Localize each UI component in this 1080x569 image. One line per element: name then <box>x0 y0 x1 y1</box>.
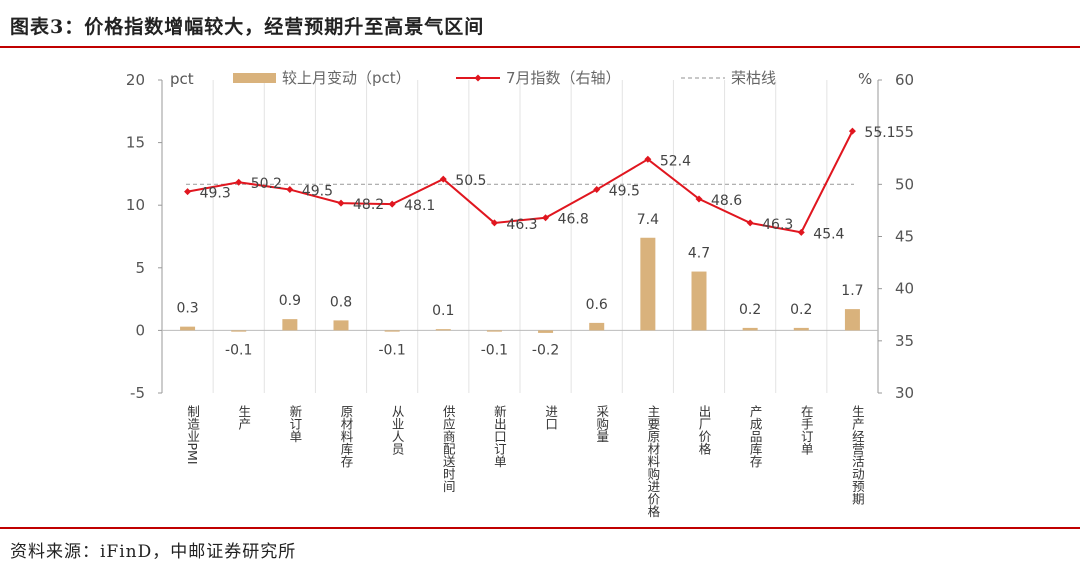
category-label: 在手订单 <box>799 405 814 456</box>
line-label: 48.2 <box>353 197 384 213</box>
bar-label: 0.8 <box>330 294 352 310</box>
right-axis-unit: % <box>858 70 872 88</box>
title-bar: 图表3：价格指数增幅较大，经营预期升至高景气区间 <box>0 0 1080 46</box>
line-label: 49.5 <box>609 184 640 200</box>
category-label: 生产经营活动预期 <box>850 405 865 506</box>
index-line <box>187 130 854 234</box>
left-axis-unit: pct <box>170 70 194 88</box>
bottom-rule <box>0 527 1080 529</box>
left-tick-label: 0 <box>135 321 145 339</box>
legend-bar-swatch <box>233 73 276 83</box>
bar <box>384 330 400 332</box>
index-marker <box>746 219 754 227</box>
bar-label: 0.9 <box>279 293 301 309</box>
index-marker <box>644 155 652 163</box>
index-marker <box>695 195 703 203</box>
right-tick-label: 60 <box>895 71 914 89</box>
line-label: 49.5 <box>302 184 333 200</box>
bar <box>742 327 758 331</box>
line-label: 50.2 <box>251 176 282 192</box>
right-tick-label: 35 <box>895 332 914 350</box>
line-label: 52.4 <box>660 153 691 169</box>
right-tick-label: 40 <box>895 280 914 298</box>
bar-label: 0.2 <box>739 302 761 318</box>
left-tick-label: 10 <box>126 196 145 214</box>
right-tick-label: 30 <box>895 384 914 402</box>
index-marker <box>388 200 396 208</box>
bar <box>486 330 502 332</box>
right-tick-label: 45 <box>895 228 914 246</box>
bar <box>538 330 554 333</box>
line-label: 50.5 <box>455 173 486 189</box>
category-label: 制造业PMI <box>185 405 200 465</box>
line-label: 45.4 <box>813 226 844 242</box>
bar <box>231 330 247 332</box>
bar-label: 0.1 <box>432 303 454 319</box>
line-label: 48.1 <box>404 198 435 214</box>
bar <box>435 329 451 331</box>
index-marker <box>848 127 856 135</box>
bar-label: 1.7 <box>841 283 863 299</box>
bar-label: 4.7 <box>688 246 710 262</box>
legend-line-label: 7月指数（右轴） <box>506 69 621 87</box>
bar <box>844 309 860 331</box>
index-marker <box>184 188 192 196</box>
line-label: 46.8 <box>558 212 589 228</box>
category-label: 产成品库存 <box>748 405 763 468</box>
category-label: 原材料库存 <box>339 405 354 468</box>
category-label: 从业人员 <box>390 405 405 456</box>
left-tick-label: 15 <box>126 134 145 152</box>
index-marker <box>337 199 345 207</box>
category-label: 供应商配送时间 <box>441 405 456 493</box>
line-label: 46.3 <box>506 217 537 233</box>
legend-threshold-label: 荣枯线 <box>731 69 776 87</box>
left-tick-label: -5 <box>130 384 145 402</box>
bar-label: -0.2 <box>532 342 559 358</box>
bar <box>640 237 656 331</box>
category-label: 生产 <box>236 405 251 431</box>
line-label: 55.1 <box>864 125 895 141</box>
left-tick-label: 5 <box>135 259 145 277</box>
bar <box>691 271 707 331</box>
bar <box>282 319 298 331</box>
bar <box>589 322 605 331</box>
line-label: 49.3 <box>200 186 231 202</box>
index-marker <box>439 175 447 183</box>
bar-label: 0.6 <box>586 297 608 313</box>
bar-label: 0.2 <box>790 302 812 318</box>
line-label: 48.6 <box>711 193 742 209</box>
index-marker <box>286 186 294 194</box>
index-marker <box>235 178 243 186</box>
bar <box>793 327 809 331</box>
bar-label: 0.3 <box>176 301 198 317</box>
index-marker <box>542 214 550 222</box>
bar <box>180 326 196 331</box>
bar-label: 7.4 <box>637 212 659 228</box>
top-rule <box>0 46 1080 48</box>
category-label: 新订单 <box>287 404 302 443</box>
bar-label: -0.1 <box>481 342 508 358</box>
index-marker <box>593 186 601 194</box>
category-label: 采购量 <box>594 405 609 443</box>
line-label: 46.3 <box>762 217 793 233</box>
right-tick-label: 55 <box>895 123 914 141</box>
category-label: 出厂价格 <box>697 405 712 455</box>
chart-title: 图表3：价格指数增幅较大，经营预期升至高景气区间 <box>10 16 485 38</box>
bar <box>333 320 349 331</box>
chart-area: -5 0 5 10 15 20 30 35 40 45 50 55 60 pct % 0.3 -0.1 0.9 0.… <box>126 69 914 518</box>
index-marker <box>797 228 805 236</box>
category-label: 主要原材料购进价格 <box>645 405 660 518</box>
legend-line-marker <box>474 74 482 82</box>
category-label: 进口 <box>543 405 558 430</box>
index-marker <box>490 219 498 227</box>
bar-label: -0.1 <box>225 342 252 358</box>
category-label: 新出口订单 <box>492 404 507 468</box>
source-note: 资料来源：iFinD，中邮证券研究所 <box>10 542 297 562</box>
left-tick-label: 20 <box>126 71 145 89</box>
legend-bar-label: 较上月变动（pct） <box>282 69 411 87</box>
bar-label: -0.1 <box>378 342 405 358</box>
right-tick-label: 50 <box>895 175 914 193</box>
